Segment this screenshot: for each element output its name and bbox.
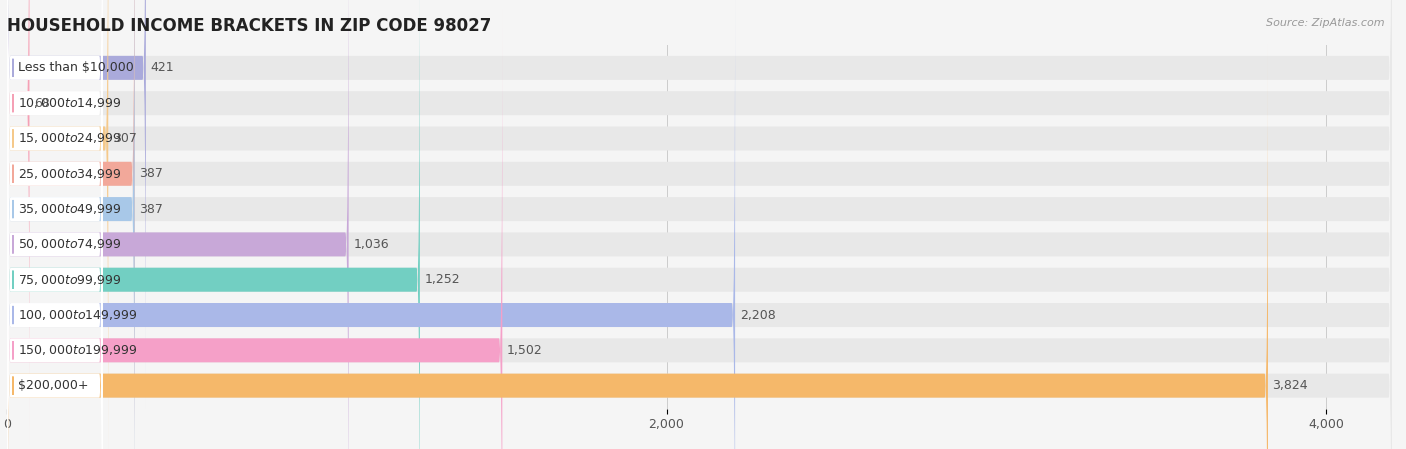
FancyBboxPatch shape	[7, 0, 103, 449]
FancyBboxPatch shape	[7, 0, 1392, 449]
Text: $100,000 to $149,999: $100,000 to $149,999	[18, 308, 138, 322]
FancyBboxPatch shape	[7, 0, 1392, 449]
FancyBboxPatch shape	[7, 0, 135, 449]
Text: 68: 68	[34, 97, 51, 110]
Text: 1,502: 1,502	[508, 344, 543, 357]
FancyBboxPatch shape	[7, 0, 349, 449]
Text: $75,000 to $99,999: $75,000 to $99,999	[18, 273, 122, 287]
FancyBboxPatch shape	[7, 0, 735, 449]
Text: 421: 421	[150, 62, 174, 75]
FancyBboxPatch shape	[7, 0, 1392, 449]
Text: Less than $10,000: Less than $10,000	[18, 62, 134, 75]
FancyBboxPatch shape	[7, 0, 30, 444]
Text: 387: 387	[139, 202, 163, 216]
Text: $150,000 to $199,999: $150,000 to $199,999	[18, 343, 138, 357]
Text: $15,000 to $24,999: $15,000 to $24,999	[18, 132, 122, 145]
FancyBboxPatch shape	[7, 0, 1392, 444]
Text: $200,000+: $200,000+	[18, 379, 89, 392]
FancyBboxPatch shape	[7, 0, 146, 409]
FancyBboxPatch shape	[7, 0, 103, 449]
FancyBboxPatch shape	[7, 0, 103, 409]
FancyBboxPatch shape	[7, 9, 1392, 449]
Text: $50,000 to $74,999: $50,000 to $74,999	[18, 238, 122, 251]
Text: 307: 307	[112, 132, 136, 145]
FancyBboxPatch shape	[7, 0, 420, 449]
FancyBboxPatch shape	[7, 0, 1392, 409]
Text: Source: ZipAtlas.com: Source: ZipAtlas.com	[1267, 18, 1385, 28]
Text: 1,036: 1,036	[353, 238, 389, 251]
FancyBboxPatch shape	[7, 0, 1392, 449]
Text: $10,000 to $14,999: $10,000 to $14,999	[18, 96, 122, 110]
Text: 387: 387	[139, 167, 163, 180]
FancyBboxPatch shape	[7, 0, 103, 449]
FancyBboxPatch shape	[7, 9, 502, 449]
FancyBboxPatch shape	[7, 9, 103, 449]
FancyBboxPatch shape	[7, 44, 1392, 449]
Text: $35,000 to $49,999: $35,000 to $49,999	[18, 202, 122, 216]
FancyBboxPatch shape	[7, 0, 103, 449]
FancyBboxPatch shape	[7, 0, 135, 449]
FancyBboxPatch shape	[7, 0, 108, 449]
Text: HOUSEHOLD INCOME BRACKETS IN ZIP CODE 98027: HOUSEHOLD INCOME BRACKETS IN ZIP CODE 98…	[7, 17, 492, 35]
Text: 3,824: 3,824	[1272, 379, 1308, 392]
FancyBboxPatch shape	[7, 0, 1392, 449]
FancyBboxPatch shape	[7, 0, 103, 444]
FancyBboxPatch shape	[7, 0, 1392, 449]
FancyBboxPatch shape	[7, 44, 1268, 449]
FancyBboxPatch shape	[7, 0, 103, 449]
Text: 1,252: 1,252	[425, 273, 460, 286]
Text: $25,000 to $34,999: $25,000 to $34,999	[18, 167, 122, 181]
Text: 2,208: 2,208	[740, 308, 776, 321]
FancyBboxPatch shape	[7, 0, 103, 449]
FancyBboxPatch shape	[7, 44, 103, 449]
